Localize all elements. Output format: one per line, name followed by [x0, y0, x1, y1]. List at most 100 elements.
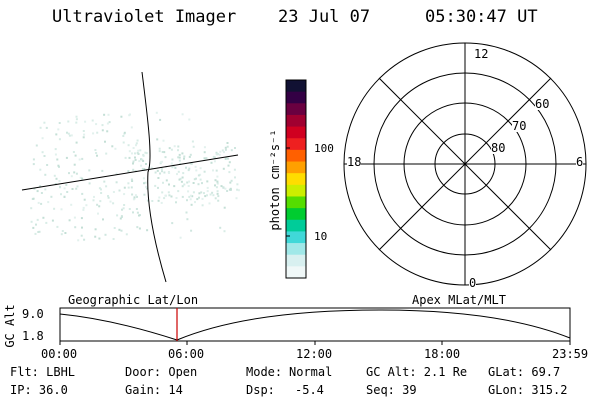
emission-pixel [107, 113, 110, 116]
emission-pixel [203, 192, 205, 195]
emission-pixel [171, 166, 174, 169]
emission-pixel [94, 235, 97, 238]
colorbar-tick-10: 10 [314, 230, 328, 243]
emission-pixel [136, 211, 139, 214]
emission-pixel [189, 194, 192, 197]
emission-pixel [134, 152, 136, 155]
emission-pixel [106, 130, 109, 133]
emission-pixel [65, 156, 68, 159]
emission-pixel [227, 164, 230, 167]
emission-pixel [234, 176, 236, 179]
emission-pixel [170, 162, 173, 165]
emission-pixel [199, 167, 202, 170]
emission-pixel [212, 194, 215, 197]
emission-pixel [91, 119, 94, 122]
colorbar-band [286, 149, 306, 163]
emission-pixel [32, 158, 35, 161]
emission-pixel [210, 161, 213, 164]
emission-pixel [32, 226, 35, 229]
meridian-line [141, 71, 167, 283]
emission-pixel [63, 195, 66, 198]
mlt-label-6: 6 [576, 155, 584, 169]
emission-pixel [188, 155, 191, 158]
emission-pixel [54, 148, 57, 151]
emission-pixel [178, 159, 181, 162]
emission-pixel [58, 122, 61, 124]
emission-pixel [33, 187, 36, 190]
emission-pixel [196, 198, 199, 201]
emission-pixel [142, 153, 145, 156]
emission-pixel [46, 164, 49, 166]
emission-pixel [230, 179, 233, 182]
time-tick-0: 00:00 [41, 347, 78, 361]
emission-pixel [80, 217, 83, 220]
emission-pixel [171, 222, 174, 225]
emission-pixel [66, 131, 68, 134]
emission-pixel [112, 238, 115, 240]
emission-pixel [216, 182, 219, 185]
emission-pixel [154, 184, 157, 187]
emission-pixel [224, 148, 227, 151]
emission-pixel [177, 145, 180, 148]
emission-pixel [154, 171, 157, 174]
colorbar-gradient [286, 80, 306, 279]
emission-pixel [208, 202, 211, 205]
emission-pixel [228, 161, 231, 164]
emission-pixel [156, 169, 159, 172]
emission-pixel [193, 178, 196, 181]
emission-pixel [44, 173, 47, 176]
emission-pixel [47, 201, 50, 204]
emission-pixel [181, 176, 184, 179]
emission-pixel [212, 155, 215, 158]
emission-pixel [77, 239, 80, 242]
emission-pixel [56, 225, 59, 228]
emission-pixel [75, 118, 78, 121]
emission-pixel [130, 178, 133, 181]
emission-pixel [145, 152, 148, 155]
emission-pixel [136, 195, 138, 198]
emission-pixel [81, 157, 84, 160]
colorbar-band [286, 80, 306, 93]
emission-pixel [60, 193, 62, 196]
lat-label-70: 70 [512, 119, 527, 133]
emission-pixel [221, 149, 224, 152]
altitude-plot-frame [59, 307, 571, 342]
emission-pixel [223, 151, 225, 154]
emission-pixel [230, 149, 233, 152]
emission-pixel [160, 161, 162, 164]
emission-pixel [224, 187, 227, 190]
emission-pixel [45, 221, 48, 224]
mode-value: Normal [289, 365, 333, 379]
emission-pixel [66, 191, 69, 193]
emission-pixel [146, 199, 149, 202]
emission-pixel [73, 171, 76, 174]
instrument-title: Ultraviolet Imager [52, 7, 237, 27]
dsp-value: -5.4 [295, 383, 324, 397]
emission-pixel [36, 190, 39, 193]
emission-pixel [116, 214, 119, 217]
emission-pixel [187, 169, 190, 172]
emission-pixel [108, 121, 111, 124]
time-tick-1: 06:00 [168, 347, 205, 361]
emission-pixel [136, 151, 139, 154]
emission-pixel [99, 200, 102, 203]
emission-pixel [189, 198, 192, 201]
colorbar-band [286, 126, 306, 139]
emission-pixel [127, 186, 130, 189]
emission-pixel [178, 156, 181, 159]
emission-pixel [98, 205, 101, 208]
emission-pixel [157, 186, 159, 189]
emission-pixel [183, 183, 186, 186]
emission-pixel [101, 169, 104, 172]
emission-pixel [205, 157, 208, 160]
emission-pixel [228, 188, 231, 191]
emission-pixel [217, 195, 220, 198]
emission-pixel [206, 186, 209, 189]
emission-pixel [236, 188, 239, 191]
emission-pixel [173, 185, 176, 188]
emission-pixel [65, 184, 68, 186]
emission-pixel [103, 113, 106, 116]
emission-pixel [145, 185, 148, 188]
emission-pixel [58, 180, 61, 182]
